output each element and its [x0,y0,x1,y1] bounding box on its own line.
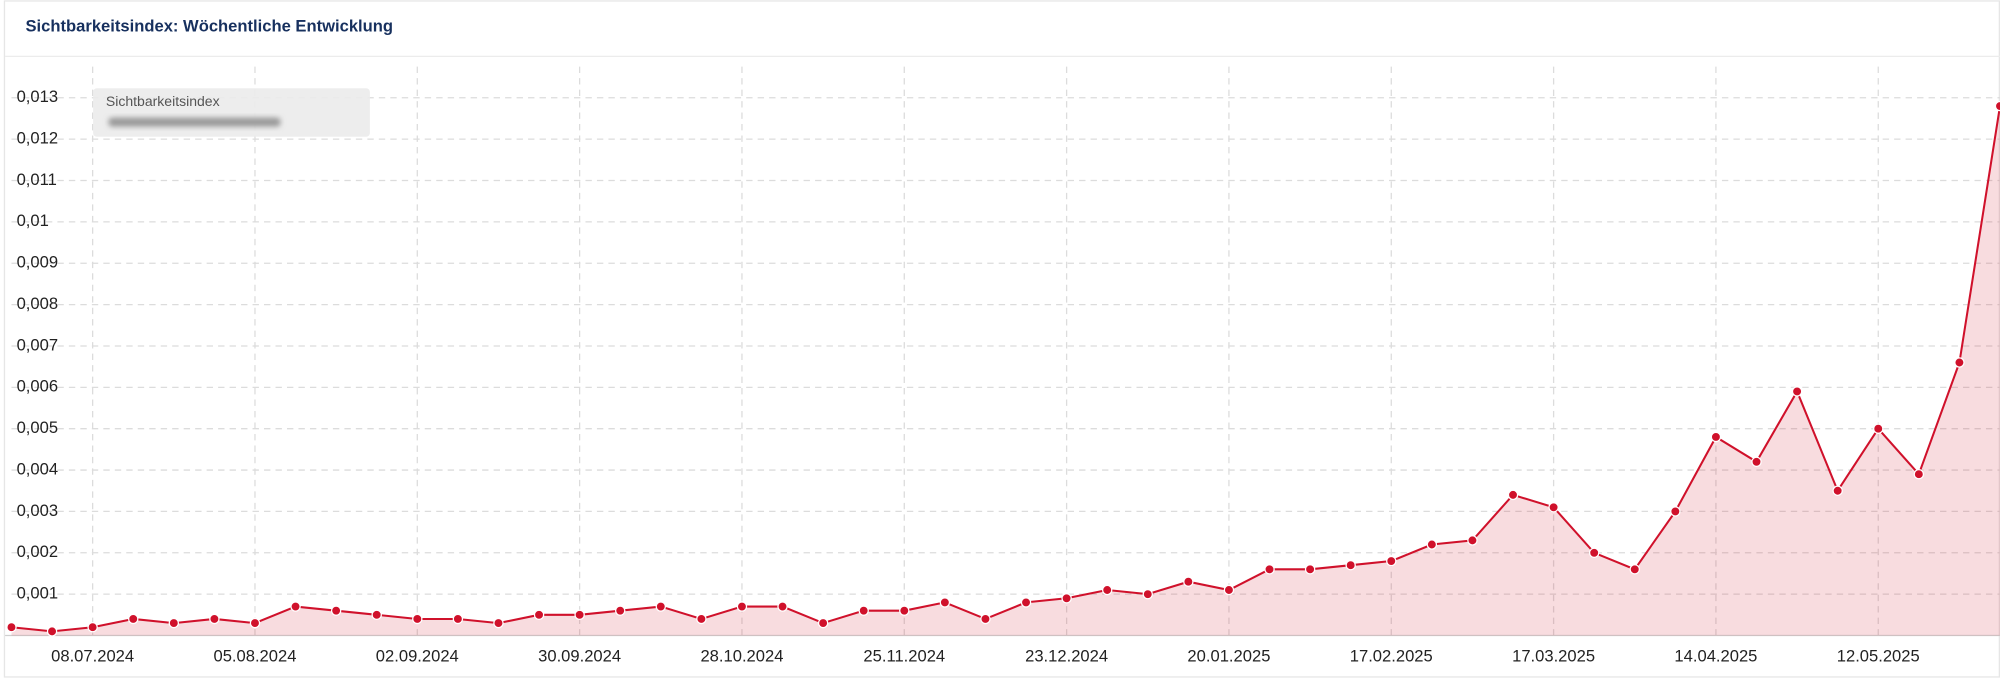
y-tick-label: 0,009 [17,253,59,272]
x-tick-label: 17.03.2025 [1512,647,1595,666]
chart-title: Sichtbarkeitsindex: Wöchentliche Entwick… [26,16,394,35]
x-tick-label: 28.10.2024 [700,647,783,666]
y-tick-label: 0,008 [17,294,59,313]
legend: Sichtbarkeitsindex [93,88,370,137]
legend-label: Sichtbarkeitsindex [106,93,220,109]
y-tick-label: 0,006 [17,377,59,396]
x-tick-label: 02.09.2024 [376,647,459,666]
data-point [533,609,545,621]
data-point [1386,555,1397,567]
data-point [1304,564,1316,575]
x-tick-label: 12.05.2025 [1837,647,1920,666]
data-point [1020,597,1032,608]
x-tick-label: 30.09.2024 [538,647,621,666]
y-tick-label: 0,002 [17,542,59,561]
data-point [1791,386,1803,397]
y-tick-label: 0,003 [17,501,59,520]
data-point [1873,423,1884,434]
y-tick-label: 0,005 [17,418,59,437]
x-tick-label: 17.02.2025 [1350,647,1433,666]
x-tick-label: 05.08.2024 [213,647,296,666]
data-point [87,622,98,633]
data-point [777,601,788,612]
y-tick-label: 0,007 [17,335,59,354]
data-point [1345,559,1356,571]
data-point [1264,564,1275,575]
y-tick-label: 0,001 [17,584,59,603]
data-point [980,613,991,625]
data-point [249,617,261,629]
data-point [574,609,585,621]
data-point [1994,100,2000,112]
data-point [452,613,464,625]
data-point [168,617,180,629]
data-point [371,609,382,621]
data-point [858,605,869,616]
data-point [1751,456,1762,468]
data-point [1710,431,1722,443]
x-tick-label: 20.01.2025 [1187,647,1270,666]
data-point [46,626,58,637]
series-line [11,105,2000,633]
data-point [290,601,301,612]
data-point [1588,547,1600,559]
data-point [1101,584,1113,596]
data-point [1913,468,1925,480]
data-point [6,622,17,633]
data-point [1061,593,1072,604]
y-tick-label: 0,004 [17,459,59,478]
data-point [1548,502,1559,513]
y-tick-label: 0,013 [17,87,59,106]
data-point [1954,357,1965,368]
data-point [899,605,910,616]
y-tick-label: 0,012 [17,129,59,148]
data-point [939,597,951,608]
data-point [614,605,626,616]
data-point [696,613,707,625]
data-point [1507,489,1519,501]
data-point [1629,564,1640,575]
data-point [1183,576,1194,587]
data-point [1832,485,1843,496]
data-point [736,601,748,612]
data-point [655,601,667,612]
data-point [1223,584,1235,596]
x-tick-label: 14.04.2025 [1674,647,1757,666]
x-tick-label: 23.12.2024 [1025,647,1108,666]
data-point [209,613,220,625]
data-point [817,617,829,629]
data-point [330,605,342,616]
x-tick-label: 25.11.2024 [863,647,945,666]
data-point [412,613,423,625]
y-tick-label: 0,01 [17,211,49,230]
data-point [1426,539,1438,550]
data-point [1467,535,1478,546]
series-area [11,106,2000,636]
legend-blurred-domain [108,117,281,127]
plot-area: 0,001 0,002 0,003 0,004 0,005 0,006 0,007 0,008… [5,66,2000,666]
data-point [127,613,139,625]
data-point [1142,588,1154,600]
data-point [493,617,504,629]
x-tick-label: 08.07.2024 [51,647,134,666]
data-point [1670,506,1681,517]
y-tick-label: 0,011 [17,170,57,189]
